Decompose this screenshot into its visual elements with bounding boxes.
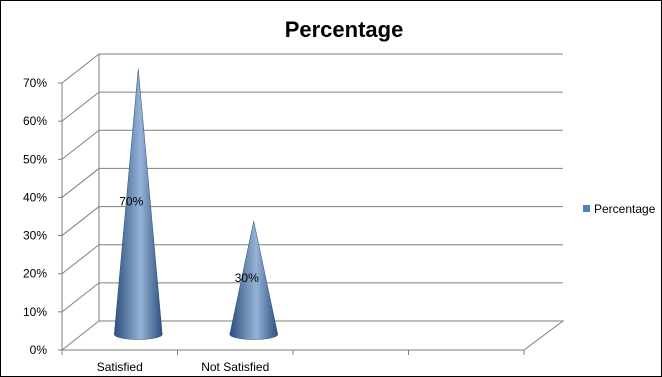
y-tick-label: 70%	[23, 76, 47, 90]
cone-shape	[229, 221, 279, 340]
y-tick-label: 30%	[23, 229, 47, 243]
gridline-left-4	[61, 168, 100, 198]
gridline-left-6	[61, 91, 100, 122]
gridline-left-3	[61, 206, 100, 236]
gridline-left-0	[61, 320, 100, 351]
x-axis-categories: Satisfied Not Satisfied	[97, 360, 270, 374]
cone-shape	[113, 68, 163, 340]
y-axis-ticks: 0% 10% 20% 30% 40% 50% 60% 70%	[23, 76, 47, 357]
legend-swatch	[583, 205, 590, 212]
gridline-left-1	[61, 282, 100, 313]
axes	[58, 54, 565, 355]
y-tick-label: 60%	[23, 114, 47, 128]
y-tick-label: 20%	[23, 267, 47, 281]
y-tick-label: 40%	[23, 190, 47, 204]
legend: Percentage	[583, 202, 656, 216]
data-label: 70%	[119, 195, 143, 209]
y-tick-label: 50%	[23, 152, 47, 166]
chart-title: Percentage	[285, 17, 404, 42]
gridlines	[61, 53, 563, 351]
legend-label-percentage: Percentage	[594, 202, 656, 216]
x-category-label: Satisfied	[97, 360, 143, 374]
data-label: 30%	[235, 271, 259, 285]
gridline-left-7	[61, 53, 100, 84]
cone-bar	[229, 221, 279, 340]
x-category-label: Not Satisfied	[201, 360, 269, 374]
gridline-left-5	[61, 129, 100, 160]
y-tick-label: 10%	[23, 305, 47, 319]
data-labels: 70% 30%	[119, 195, 259, 285]
cone-bar	[113, 68, 163, 340]
series-cones	[113, 68, 279, 340]
gridline-left-2	[61, 244, 100, 275]
y-tick-label: 0%	[30, 343, 48, 357]
